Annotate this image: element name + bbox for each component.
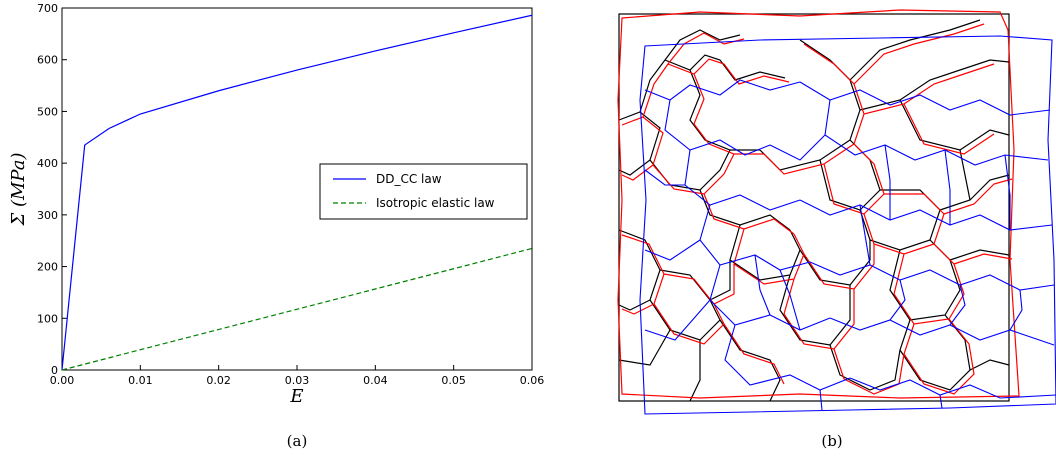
x-axis-label: E [289, 386, 303, 407]
caption-b: (b) [821, 432, 842, 450]
mesh-reference [618, 13, 1010, 402]
legend-label-elastic: Isotropic elastic law [376, 196, 495, 210]
x-tick-label: 0.04 [363, 374, 388, 387]
x-tick-label: 0.02 [206, 374, 231, 387]
y-axis: 0 100 200 300 400 500 600 700 [37, 2, 67, 377]
caption-a: (a) [287, 432, 308, 450]
y-tick-label: 300 [37, 209, 58, 222]
x-axis: 0.00 0.01 0.02 0.03 0.04 0.05 0.06 [50, 365, 545, 387]
y-tick-label: 200 [37, 261, 58, 274]
y-tick-label: 500 [37, 105, 58, 118]
legend: DD_CC law Isotropic elastic law [319, 163, 528, 220]
x-tick-label: 0.03 [285, 374, 310, 387]
y-axis-label: Σ (MPa) [8, 153, 29, 227]
legend-box [319, 163, 528, 220]
grain-mesh-diagram: (b) [617, 9, 1056, 450]
legend-label-dd-cc: DD_CC law [376, 172, 442, 186]
y-tick-label: 700 [37, 2, 58, 15]
series-line-dd-cc [61, 14, 533, 371]
mesh-deformed-blue [639, 35, 1056, 415]
x-tick-label: 0.05 [441, 374, 466, 387]
y-tick-label: 100 [37, 312, 58, 325]
series-layer [61, 14, 533, 371]
x-tick-label: 0.06 [520, 374, 545, 387]
y-tick-label: 400 [37, 157, 58, 170]
x-tick-label: 0.00 [50, 374, 75, 387]
x-tick-label: 0.01 [128, 374, 153, 387]
y-tick-label: 0 [51, 364, 58, 377]
series-line-elastic [61, 247, 533, 371]
y-tick-label: 600 [37, 54, 58, 67]
